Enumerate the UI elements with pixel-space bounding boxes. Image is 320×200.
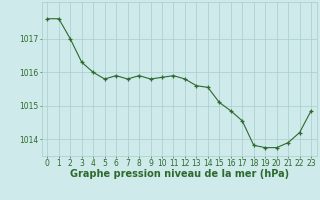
X-axis label: Graphe pression niveau de la mer (hPa): Graphe pression niveau de la mer (hPa) xyxy=(70,169,289,179)
